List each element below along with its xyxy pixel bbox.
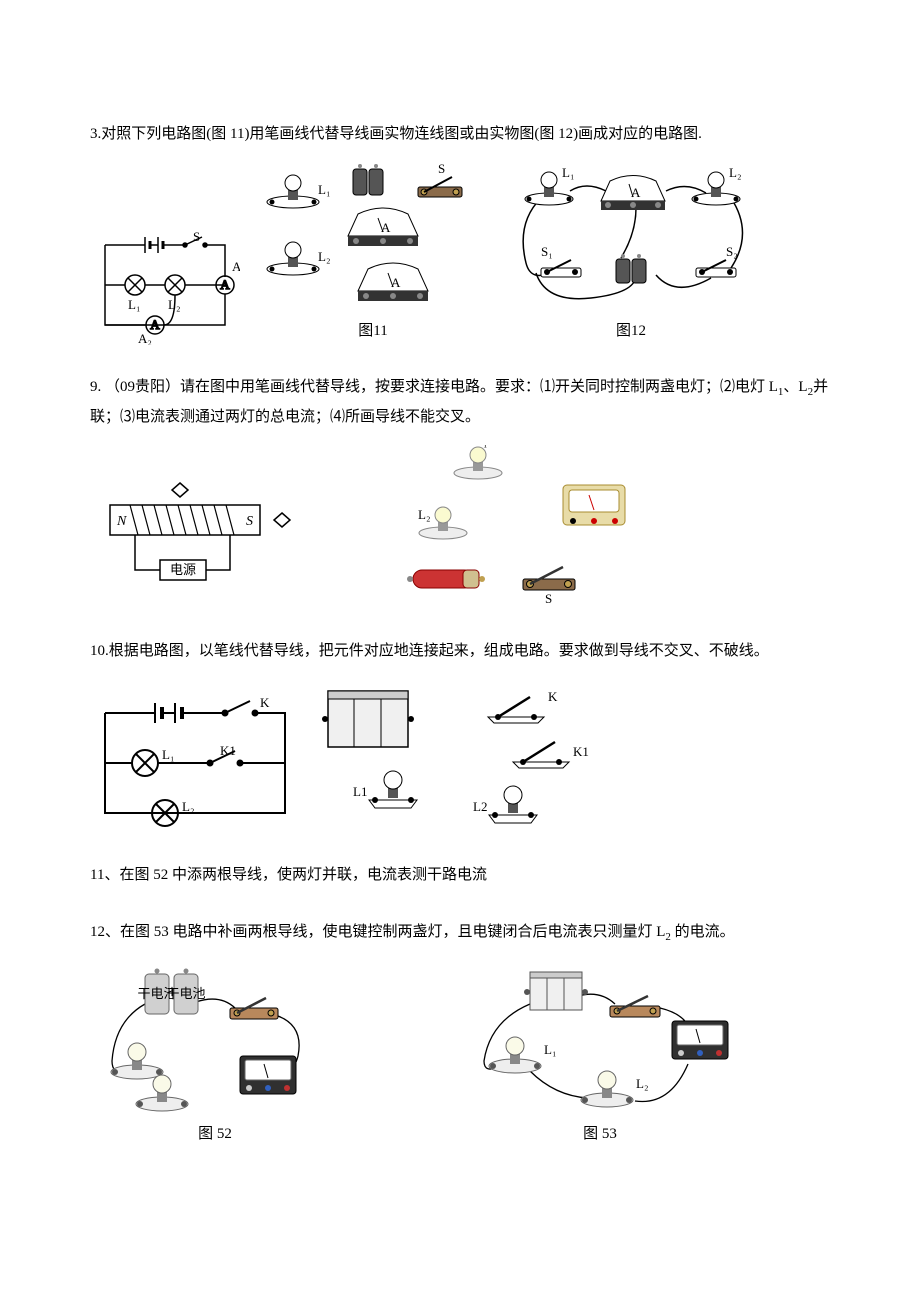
problem-10: 10.根据电路图，以笔线代替导线，把元件对应地连接起来，组成电路。要求做到导线不… bbox=[90, 633, 830, 833]
problem-10-figures: K L₁ K1 L₂ bbox=[90, 683, 830, 833]
svg-text:A: A bbox=[150, 317, 160, 332]
svg-text:A₂: A₂ bbox=[138, 331, 152, 345]
problem-12: 12、在图 53 电路中补画两根导线，使电键控制两盏灯，且电键闭合后电流表只测量… bbox=[90, 918, 830, 1148]
svg-text:A: A bbox=[631, 185, 641, 200]
svg-text:L₂: L₂ bbox=[182, 799, 194, 814]
svg-text:K1: K1 bbox=[220, 743, 236, 758]
problem-10-text: 10.根据电路图，以笔线代替导线，把元件对应地连接起来，组成电路。要求做到导线不… bbox=[90, 633, 830, 669]
p3-fig11: L₁ S bbox=[258, 163, 488, 346]
svg-text:N: N bbox=[116, 514, 127, 529]
problem-11-text: 11、在图 52 中添两根导线，使两灯并联，电流表测干路电流 bbox=[90, 861, 830, 890]
svg-text:L₂: L₂ bbox=[318, 249, 330, 264]
problem-9-figures: N S 电源 L₁ bbox=[90, 445, 830, 605]
svg-text:L₁: L₁ bbox=[544, 1042, 556, 1057]
svg-text:S₁: S₁ bbox=[541, 244, 553, 259]
p10-schematic: K L₁ K1 L₂ bbox=[90, 693, 300, 833]
svg-text:S₂: S₂ bbox=[726, 244, 738, 259]
svg-text:A: A bbox=[391, 275, 401, 290]
svg-text:干电池: 干电池 bbox=[166, 986, 205, 1001]
p10-parts: K K1 L1 bbox=[318, 683, 628, 833]
fig52-caption: 图 52 bbox=[198, 1120, 232, 1149]
fig52: 干电池 干电池 bbox=[90, 966, 340, 1149]
problem-3-figures: A A S A₁ L₁ L₂ A₂ bbox=[90, 163, 830, 346]
fig53-caption: 图 53 bbox=[583, 1120, 617, 1149]
p9-parts: L₁ L₂ bbox=[368, 445, 648, 605]
svg-text:L₁: L₁ bbox=[128, 297, 140, 312]
fig53: L₁ L₂ 图 53 bbox=[460, 966, 740, 1149]
svg-text:L₁: L₁ bbox=[562, 165, 574, 180]
problem-12-figures: 干电池 干电池 bbox=[90, 966, 830, 1149]
svg-text:L2: L2 bbox=[473, 799, 487, 814]
svg-text:S: S bbox=[246, 514, 253, 529]
problem-3: 3.对照下列电路图(图 11)用笔画线代替导线画实物连线图或由实物图(图 12)… bbox=[90, 120, 830, 345]
problem-9-text: 9. （09贵阳）请在图中用笔画线代替导线，按要求连接电路。要求：⑴开关同时控制… bbox=[90, 373, 830, 431]
problem-11: 11、在图 52 中添两根导线，使两灯并联，电流表测干路电流 bbox=[90, 861, 830, 890]
fig11-caption: 图11 bbox=[358, 317, 387, 346]
svg-text:K: K bbox=[260, 695, 270, 710]
fig12-caption: 图12 bbox=[616, 317, 646, 346]
svg-text:S: S bbox=[438, 163, 445, 176]
svg-text:K1: K1 bbox=[573, 744, 589, 759]
svg-text:L₂: L₂ bbox=[418, 507, 430, 522]
p9-coil: N S 电源 bbox=[90, 475, 310, 605]
svg-text:L₁: L₁ bbox=[318, 182, 330, 197]
problem-3-text: 3.对照下列电路图(图 11)用笔画线代替导线画实物连线图或由实物图(图 12)… bbox=[90, 120, 830, 149]
svg-text:电源: 电源 bbox=[170, 562, 196, 577]
p3-schematic: A A S A₁ L₁ L₂ A₂ bbox=[90, 225, 240, 345]
svg-text:L₂: L₂ bbox=[729, 165, 741, 180]
svg-text:L₂: L₂ bbox=[636, 1076, 648, 1091]
svg-text:L₂: L₂ bbox=[168, 297, 180, 312]
svg-text:L1: L1 bbox=[353, 784, 367, 799]
problem-9: 9. （09贵阳）请在图中用笔画线代替导线，按要求连接电路。要求：⑴开关同时控制… bbox=[90, 373, 830, 605]
svg-text:A₁: A₁ bbox=[232, 259, 240, 274]
svg-text:L₁: L₁ bbox=[162, 747, 174, 762]
svg-text:K: K bbox=[548, 689, 558, 704]
svg-text:S: S bbox=[193, 229, 200, 244]
svg-text:A: A bbox=[381, 220, 391, 235]
p3-fig12: L₁ A L₂ bbox=[506, 163, 756, 346]
svg-text:L₁: L₁ bbox=[475, 445, 487, 448]
svg-text:S: S bbox=[545, 591, 552, 605]
problem-12-text: 12、在图 53 电路中补画两根导线，使电键控制两盏灯，且电键闭合后电流表只测量… bbox=[90, 918, 830, 948]
